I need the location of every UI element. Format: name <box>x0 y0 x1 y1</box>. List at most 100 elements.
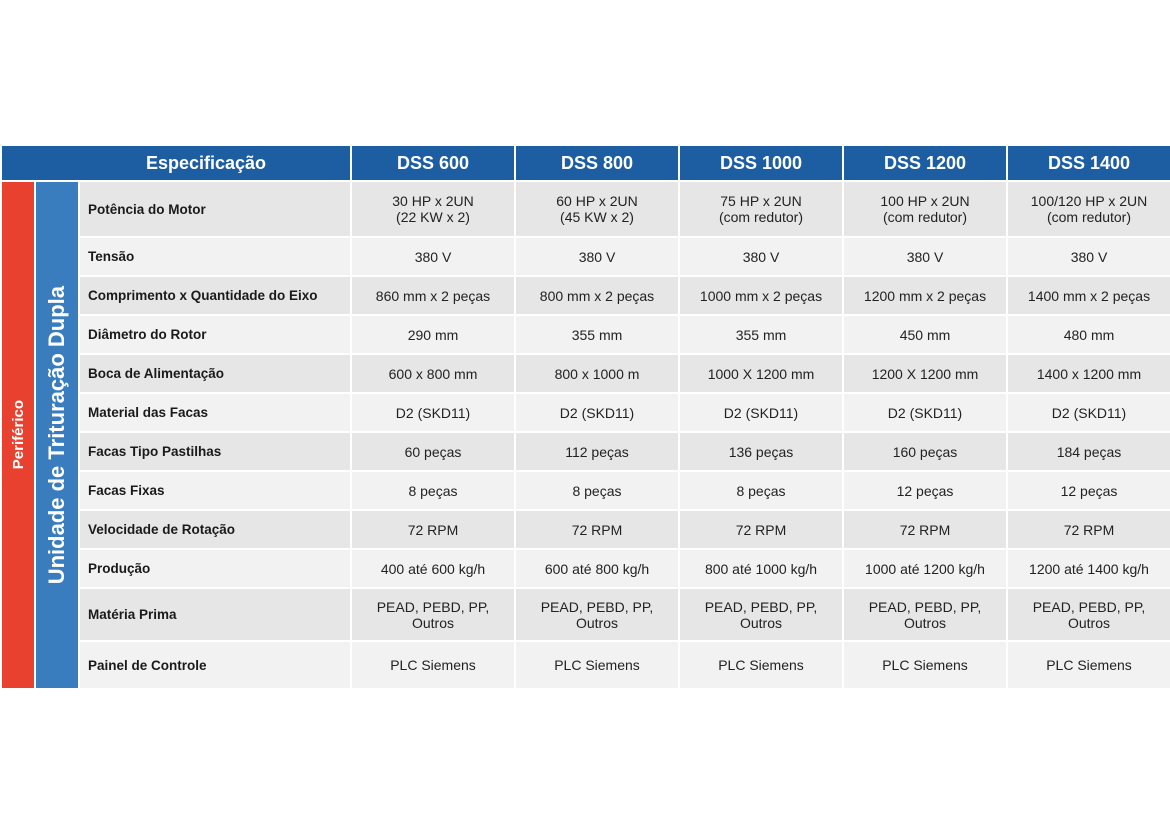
value-text: 60 HP x 2UN (45 KW x 2) <box>556 193 638 225</box>
value-text: 450 mm <box>899 326 951 343</box>
value-cell: PEAD, PEBD, PP, Outros <box>1008 589 1170 640</box>
value-cell: 1200 mm x 2 peças <box>844 277 1006 314</box>
value-text: 12 peças <box>1060 482 1118 499</box>
value-text: 600 até 800 kg/h <box>544 560 650 577</box>
value-cell: 1000 X 1200 mm <box>680 355 842 392</box>
value-cell: 100 HP x 2UN (com redutor) <box>844 182 1006 236</box>
value-cell: 1200 até 1400 kg/h <box>1008 550 1170 587</box>
value-cell: D2 (SKD11) <box>680 394 842 431</box>
value-cell: 136 peças <box>680 433 842 470</box>
value-text: 1000 X 1200 mm <box>707 365 815 382</box>
value-text: 1000 mm x 2 peças <box>699 287 823 304</box>
value-cell: PLC Siemens <box>844 642 1006 688</box>
value-cell: 380 V <box>1008 238 1170 275</box>
value-cell: 100/120 HP x 2UN (com redutor) <box>1008 182 1170 236</box>
value-cell: 72 RPM <box>352 511 514 548</box>
value-cell: D2 (SKD11) <box>1008 394 1170 431</box>
value-cell: 380 V <box>680 238 842 275</box>
value-cell: PLC Siemens <box>352 642 514 688</box>
value-text: 380 V <box>742 248 780 265</box>
value-cell: 800 mm x 2 peças <box>516 277 678 314</box>
value-text: 8 peças <box>736 482 786 499</box>
value-text: 8 peças <box>572 482 622 499</box>
value-cell: 1400 mm x 2 peças <box>1008 277 1170 314</box>
value-cell: 72 RPM <box>1008 511 1170 548</box>
value-cell: 60 HP x 2UN (45 KW x 2) <box>516 182 678 236</box>
value-cell: 600 até 800 kg/h <box>516 550 678 587</box>
value-text: 800 mm x 2 peças <box>539 287 655 304</box>
value-cell: 72 RPM <box>516 511 678 548</box>
value-text: 1200 mm x 2 peças <box>863 287 987 304</box>
value-text: PLC Siemens <box>718 657 804 673</box>
value-text: 100/120 HP x 2UN (com redutor) <box>1030 193 1148 225</box>
row-label: Potência do Motor <box>80 182 350 236</box>
value-text: D2 (SKD11) <box>1051 404 1127 421</box>
value-cell: 1000 mm x 2 peças <box>680 277 842 314</box>
value-text: 72 RPM <box>571 521 623 538</box>
row-label: Comprimento x Quantidade do Eixo <box>80 277 350 314</box>
value-cell: 800 x 1000 m <box>516 355 678 392</box>
value-cell: 600 x 800 mm <box>352 355 514 392</box>
value-text: 60 peças <box>404 443 462 460</box>
value-text: 100 HP x 2UN (com redutor) <box>880 193 970 225</box>
value-text: PEAD, PEBD, PP, Outros <box>376 598 490 631</box>
value-text: 30 HP x 2UN (22 KW x 2) <box>392 193 474 225</box>
value-cell: 72 RPM <box>844 511 1006 548</box>
value-text: 12 peças <box>896 482 954 499</box>
value-text: 1200 até 1400 kg/h <box>1029 560 1149 577</box>
value-text: D2 (SKD11) <box>887 404 963 421</box>
value-text: 380 V <box>906 248 944 265</box>
header-model-dss-1400: DSS 1400 <box>1008 146 1170 180</box>
category-band: Periférico <box>2 182 34 688</box>
row-label: Tensão <box>80 238 350 275</box>
value-cell: 355 mm <box>680 316 842 353</box>
value-cell: 8 peças <box>680 472 842 509</box>
value-text: 380 V <box>1070 248 1108 265</box>
value-cell: 380 V <box>844 238 1006 275</box>
value-text: 1200 X 1200 mm <box>871 365 979 382</box>
row-label: Velocidade de Rotação <box>80 511 350 548</box>
value-cell: PLC Siemens <box>680 642 842 688</box>
header-spec-label: Especificação <box>2 146 350 180</box>
value-cell: 355 mm <box>516 316 678 353</box>
value-cell: 75 HP x 2UN (com redutor) <box>680 182 842 236</box>
value-text: 290 mm <box>407 326 459 343</box>
row-label: Facas Tipo Pastilhas <box>80 433 350 470</box>
value-cell: 12 peças <box>1008 472 1170 509</box>
value-text: PLC Siemens <box>1046 657 1132 673</box>
value-text: D2 (SKD11) <box>559 404 635 421</box>
value-cell: D2 (SKD11) <box>516 394 678 431</box>
value-text: 380 V <box>414 248 452 265</box>
value-text: PLC Siemens <box>554 657 640 673</box>
value-text: 400 até 600 kg/h <box>380 560 486 577</box>
value-text: 380 V <box>578 248 616 265</box>
value-text: 72 RPM <box>1063 521 1115 538</box>
value-text: PLC Siemens <box>882 657 968 673</box>
row-label: Painel de Controle <box>80 642 350 688</box>
value-text: 800 até 1000 kg/h <box>704 560 818 577</box>
value-cell: 290 mm <box>352 316 514 353</box>
value-cell: 1400 x 1200 mm <box>1008 355 1170 392</box>
value-text: 72 RPM <box>407 521 459 538</box>
value-cell: 184 peças <box>1008 433 1170 470</box>
value-cell: 800 até 1000 kg/h <box>680 550 842 587</box>
value-text: 72 RPM <box>899 521 951 538</box>
value-cell: 112 peças <box>516 433 678 470</box>
value-text: PEAD, PEBD, PP, Outros <box>704 598 818 631</box>
value-cell: D2 (SKD11) <box>352 394 514 431</box>
value-text: 800 x 1000 m <box>554 365 640 382</box>
value-cell: 8 peças <box>516 472 678 509</box>
value-text: 480 mm <box>1063 326 1115 343</box>
value-cell: 30 HP x 2UN (22 KW x 2) <box>352 182 514 236</box>
value-text: 136 peças <box>728 443 794 460</box>
value-text: 112 peças <box>565 443 629 460</box>
row-label: Boca de Alimentação <box>80 355 350 392</box>
header-model-dss-600: DSS 600 <box>352 146 514 180</box>
value-cell: PEAD, PEBD, PP, Outros <box>516 589 678 640</box>
value-cell: 1000 até 1200 kg/h <box>844 550 1006 587</box>
value-cell: PLC Siemens <box>1008 642 1170 688</box>
row-label: Facas Fixas <box>80 472 350 509</box>
value-cell: 400 até 600 kg/h <box>352 550 514 587</box>
value-cell: PEAD, PEBD, PP, Outros <box>844 589 1006 640</box>
spec-table: Especificação DSS 600 DSS 800 DSS 1000 D… <box>2 146 1170 688</box>
